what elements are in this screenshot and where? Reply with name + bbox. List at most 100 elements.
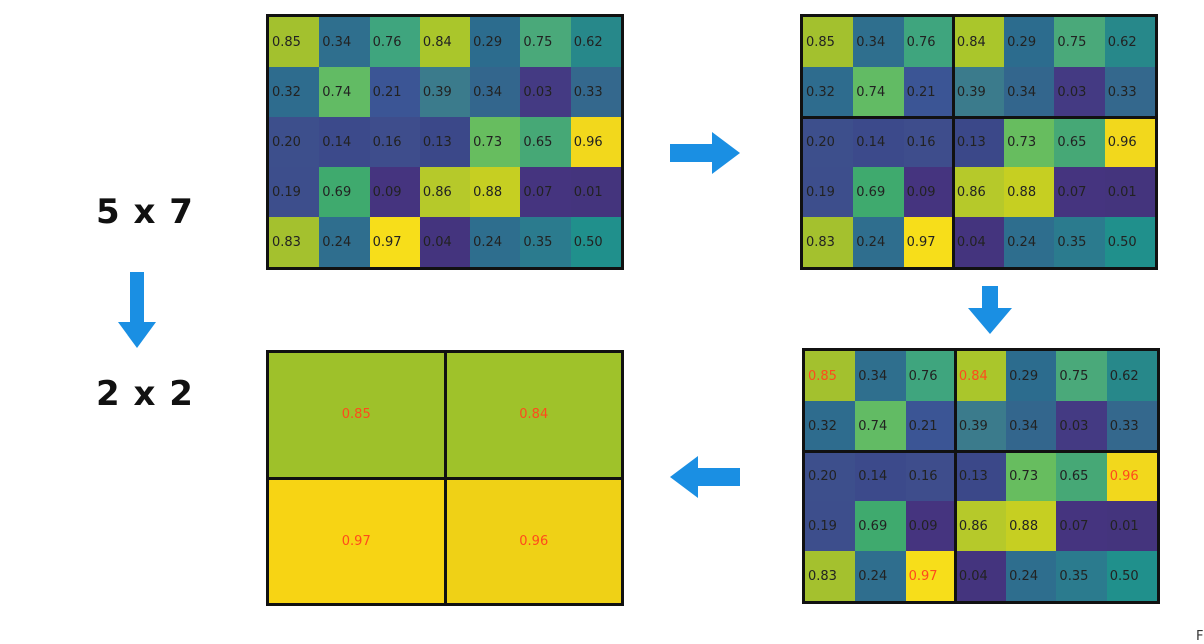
matrix-cell: 0.50 bbox=[570, 217, 621, 267]
input-size-label: 5 x 7 bbox=[96, 192, 194, 232]
matrix-cell: 0.16 bbox=[905, 451, 956, 501]
matrix-cell: 0.33 bbox=[1106, 401, 1157, 451]
matrix-cell: 0.69 bbox=[853, 167, 904, 217]
matrix-cell: 0.84 bbox=[955, 351, 1007, 401]
matrix-cell: 0.88 bbox=[1006, 501, 1057, 551]
matrix-cell: 0.73 bbox=[1004, 117, 1055, 167]
matrix-cell: 0.83 bbox=[803, 217, 854, 267]
matrix-cell: 0.32 bbox=[803, 67, 854, 117]
pooled-cell: 0.85 bbox=[269, 353, 444, 477]
matrix-cell: 0.21 bbox=[369, 67, 420, 117]
matrix-cell: 0.24 bbox=[470, 217, 521, 267]
partition-line bbox=[803, 115, 1155, 119]
matrix-cell: 0.69 bbox=[319, 167, 370, 217]
matrix-cell: 0.04 bbox=[419, 217, 471, 267]
matrix-cell: 0.85 bbox=[803, 17, 854, 67]
matrix-cell: 0.07 bbox=[520, 167, 571, 217]
matrix-cell: 0.16 bbox=[369, 117, 420, 167]
matrix-cell: 0.09 bbox=[369, 167, 420, 217]
matrix-cell: 0.13 bbox=[419, 117, 471, 167]
matrix-cell: 0.20 bbox=[805, 451, 856, 501]
matrix-cell: 0.88 bbox=[470, 167, 521, 217]
matrix-cell: 0.20 bbox=[803, 117, 854, 167]
matrix-cell: 0.33 bbox=[570, 67, 621, 117]
corner-text: F bbox=[1196, 629, 1204, 644]
output-size-label: 2 x 2 bbox=[96, 374, 194, 414]
matrix-cell: 0.07 bbox=[1054, 167, 1105, 217]
matrix-cell: 0.96 bbox=[1106, 451, 1157, 501]
matrix-cell: 0.29 bbox=[1004, 17, 1055, 67]
matrix-cell: 0.75 bbox=[1056, 351, 1107, 401]
matrix-cell: 0.62 bbox=[1104, 17, 1155, 67]
matrix-cell: 0.34 bbox=[470, 67, 521, 117]
matrix-cell: 0.24 bbox=[319, 217, 370, 267]
matrix-cell: 0.20 bbox=[269, 117, 320, 167]
matrix-cell: 0.24 bbox=[855, 551, 906, 601]
matrix-cell: 0.65 bbox=[1054, 117, 1105, 167]
matrix-cell: 0.83 bbox=[805, 551, 856, 601]
matrix-cell: 0.62 bbox=[570, 17, 621, 67]
matrix-cell: 0.73 bbox=[470, 117, 521, 167]
matrix-cell: 0.65 bbox=[1056, 451, 1107, 501]
matrix-cell: 0.84 bbox=[953, 17, 1005, 67]
partition-line bbox=[952, 17, 956, 267]
matrix-cell: 0.14 bbox=[855, 451, 906, 501]
matrix-cell: 0.34 bbox=[853, 17, 904, 67]
matrix-cell: 0.19 bbox=[805, 501, 856, 551]
matrix-cell: 0.86 bbox=[419, 167, 471, 217]
matrix-cell: 0.14 bbox=[853, 117, 904, 167]
matrix-cell: 0.73 bbox=[1006, 451, 1057, 501]
matrix-cell: 0.09 bbox=[903, 167, 954, 217]
down-arrow-icon bbox=[968, 286, 1012, 334]
pooled-output-matrix: 0.85 0.84 0.97 0.96 bbox=[266, 350, 624, 606]
matrix-cell: 0.16 bbox=[903, 117, 954, 167]
partition-line bbox=[954, 351, 958, 601]
pooled-cell: 0.97 bbox=[269, 479, 444, 603]
matrix-cell: 0.97 bbox=[905, 551, 956, 601]
matrix-cell: 0.34 bbox=[855, 351, 906, 401]
matrix-cell: 0.86 bbox=[953, 167, 1005, 217]
matrix-cell: 0.24 bbox=[853, 217, 904, 267]
matrix-cell: 0.04 bbox=[953, 217, 1005, 267]
matrix-cell: 0.96 bbox=[1104, 117, 1155, 167]
matrix-cell: 0.34 bbox=[1006, 401, 1057, 451]
matrix-cell: 0.83 bbox=[269, 217, 320, 267]
matrix-cell: 0.88 bbox=[1004, 167, 1055, 217]
matrix-cell: 0.69 bbox=[855, 501, 906, 551]
matrix-cell: 0.65 bbox=[520, 117, 571, 167]
max-highlighted-matrix: 0.85 0.34 0.76 0.84 0.29 0.75 0.62 0.32 0.74 0.21… bbox=[802, 348, 1160, 604]
matrix-cell: 0.62 bbox=[1106, 351, 1157, 401]
matrix-cell: 0.35 bbox=[1056, 551, 1107, 601]
matrix-cell: 0.74 bbox=[855, 401, 906, 451]
matrix-cell: 0.14 bbox=[319, 117, 370, 167]
pooled-cell: 0.84 bbox=[446, 353, 621, 477]
matrix-cell: 0.74 bbox=[853, 67, 904, 117]
matrix-cell: 0.86 bbox=[955, 501, 1007, 551]
matrix-cell: 0.29 bbox=[1006, 351, 1057, 401]
matrix-cell: 0.85 bbox=[269, 17, 320, 67]
left-arrow-icon bbox=[670, 456, 740, 498]
matrix-cell: 0.19 bbox=[803, 167, 854, 217]
matrix-cell: 0.76 bbox=[903, 17, 954, 67]
matrix-cell: 0.39 bbox=[419, 67, 471, 117]
matrix-cell: 0.01 bbox=[1106, 501, 1157, 551]
matrix-cell: 0.75 bbox=[1054, 17, 1105, 67]
matrix-cell: 0.03 bbox=[1056, 401, 1107, 451]
matrix-cell: 0.03 bbox=[1054, 67, 1105, 117]
matrix-cell: 0.32 bbox=[269, 67, 320, 117]
matrix-cell: 0.24 bbox=[1004, 217, 1055, 267]
matrix-cell: 0.24 bbox=[1006, 551, 1057, 601]
matrix-cell: 0.35 bbox=[520, 217, 571, 267]
down-arrow-icon bbox=[118, 272, 156, 348]
matrix-cell: 0.19 bbox=[269, 167, 320, 217]
matrix-cell: 0.01 bbox=[1104, 167, 1155, 217]
matrix-cell: 0.13 bbox=[955, 451, 1007, 501]
matrix-cell: 0.75 bbox=[520, 17, 571, 67]
matrix-cell: 0.34 bbox=[319, 17, 370, 67]
matrix-cell: 0.97 bbox=[903, 217, 954, 267]
matrix-cell: 0.04 bbox=[955, 551, 1007, 601]
matrix-cell: 0.35 bbox=[1054, 217, 1105, 267]
matrix-cell: 0.50 bbox=[1104, 217, 1155, 267]
matrix-cell: 0.76 bbox=[905, 351, 956, 401]
matrix-cell: 0.03 bbox=[520, 67, 571, 117]
